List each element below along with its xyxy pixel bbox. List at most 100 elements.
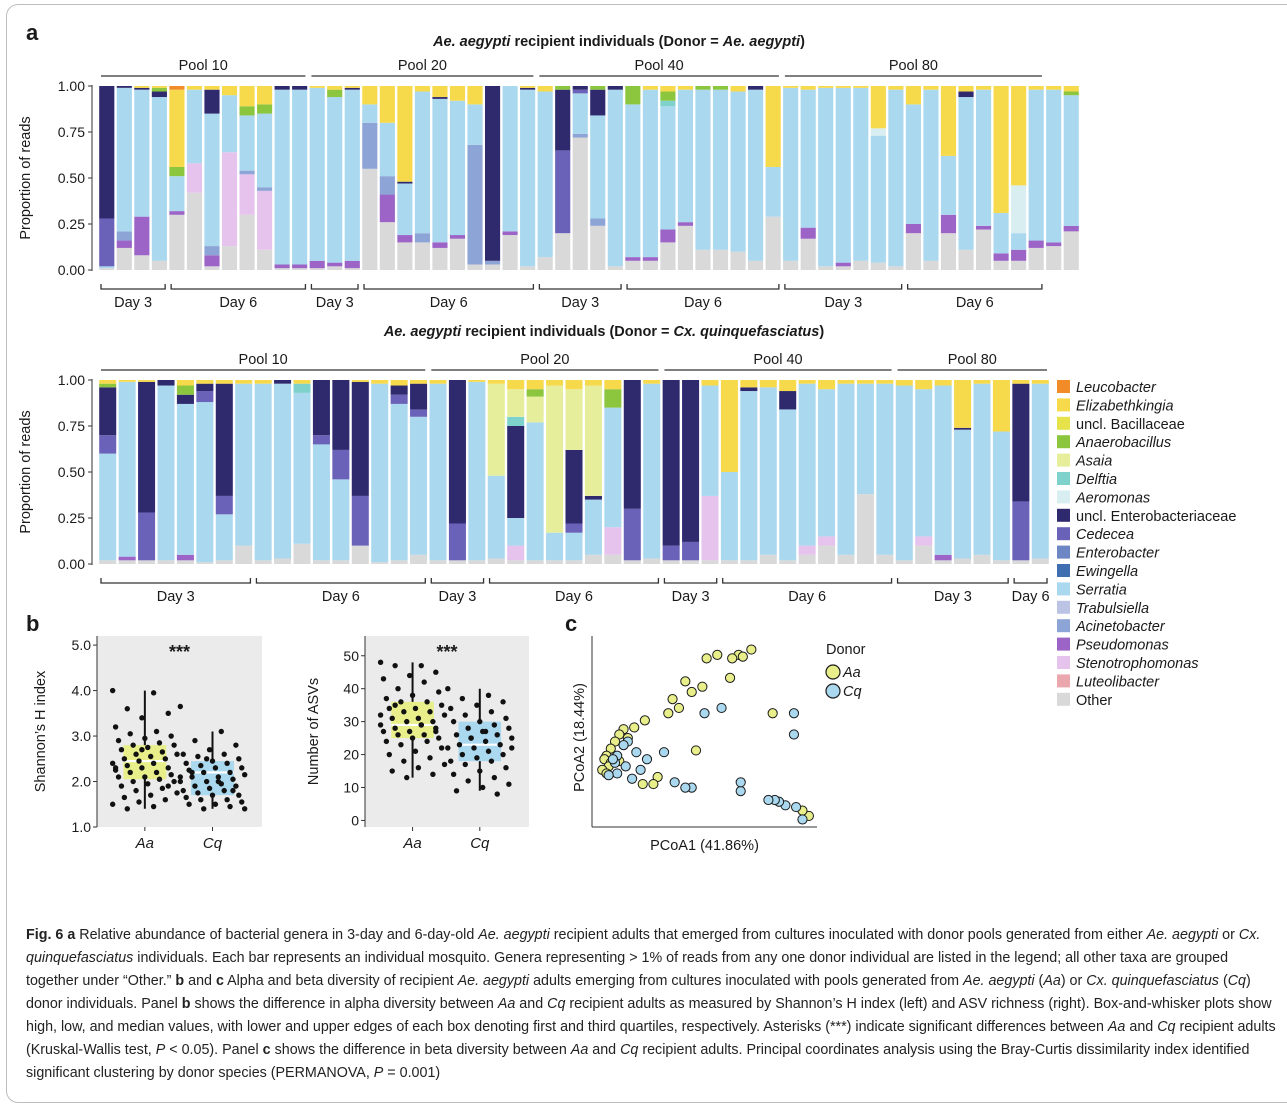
bar-segment (432, 97, 448, 99)
data-point (509, 735, 515, 741)
y-tick-label: 1.0 (72, 819, 92, 835)
data-point (485, 692, 492, 698)
caption-segment: Cx. quinquefasciatus (1086, 973, 1219, 989)
data-point (404, 774, 410, 781)
bar-segment (414, 91, 430, 234)
bar-segment (1063, 91, 1079, 96)
bar (835, 86, 851, 270)
data-point (180, 787, 186, 794)
bar-segment (362, 104, 378, 123)
bar-segment (448, 560, 466, 564)
bar-segment (905, 224, 921, 234)
bar-segment (1028, 86, 1044, 90)
bar-segment (992, 560, 1010, 564)
y-tick-label: 10 (343, 779, 359, 795)
bar-segment (239, 170, 255, 175)
bar-segment (856, 383, 874, 495)
bar-segment (410, 416, 428, 555)
data-point (459, 751, 466, 758)
bar-segment (204, 266, 220, 270)
bar (410, 380, 428, 564)
bar-segment (507, 545, 525, 561)
data-point (445, 745, 451, 751)
data-point (177, 703, 184, 710)
bar-segment (410, 554, 428, 564)
bar-segment (701, 495, 719, 561)
bar-segment (397, 235, 413, 243)
y-tick-label: 40 (343, 681, 359, 697)
bar (895, 380, 913, 564)
bar-segment (643, 383, 661, 559)
bar-segment (484, 264, 501, 270)
bar-segment (607, 266, 623, 270)
bar (565, 380, 583, 564)
bar-segment (546, 532, 564, 561)
legend-label: Aeromonas (1075, 490, 1150, 506)
data-point (174, 790, 180, 796)
scatter-point (637, 778, 648, 790)
bar (662, 380, 680, 564)
data-point (145, 781, 151, 787)
bar-segment (992, 380, 1010, 432)
data-point (392, 702, 398, 708)
bar (720, 380, 738, 564)
legend-label: Pseudomonas (1076, 638, 1169, 654)
bar-segment (748, 260, 764, 270)
bar-segment (546, 380, 564, 386)
caption-segment: Fig. 6 (26, 927, 64, 943)
bar-segment (759, 554, 777, 564)
day-bracket (255, 578, 426, 584)
legend-swatch (1057, 398, 1070, 412)
bar-segment (215, 514, 233, 561)
bar-segment (429, 380, 447, 384)
bar-segment (410, 409, 428, 417)
bar-segment (151, 91, 167, 98)
scatter-point (788, 729, 800, 740)
bar-segment (157, 380, 175, 386)
bar-segment (204, 113, 220, 247)
bar-segment (507, 518, 525, 546)
day-label: Day 6 (788, 589, 826, 605)
data-point (424, 738, 430, 745)
bar-segment (344, 260, 360, 269)
bar-segment (221, 246, 238, 270)
bar-segment (590, 218, 606, 226)
pool-label: Pool 10 (239, 352, 288, 368)
scatter-point (663, 708, 674, 719)
bar-segment (1012, 380, 1030, 384)
caption-segment: b (181, 996, 191, 1012)
legend-swatch (1057, 416, 1070, 430)
bar (429, 380, 447, 564)
bar-segment (362, 86, 378, 105)
bar (502, 86, 518, 270)
data-point (177, 774, 184, 780)
data-point (139, 746, 145, 753)
day-label: Day 6 (322, 589, 360, 605)
bar-segment (138, 512, 156, 561)
data-point (156, 776, 163, 782)
bar-segment (604, 554, 622, 564)
bar (507, 380, 525, 564)
data-point (198, 762, 204, 769)
legend-label: uncl. Enterobacteriaceae (1076, 509, 1236, 525)
data-point (127, 769, 133, 776)
x-tick-label: Aa (402, 835, 421, 852)
scatter-point (620, 761, 631, 772)
bar-segment (332, 560, 350, 564)
caption-segment: adults emerging from cultures inoculated… (529, 973, 964, 989)
bar (876, 380, 894, 564)
bar (1028, 86, 1044, 270)
bar (312, 380, 330, 564)
bar (118, 380, 136, 564)
bar-segment (332, 449, 350, 480)
bar (695, 86, 711, 270)
bar (682, 380, 700, 564)
bar-segment (923, 86, 939, 90)
bar-segment (414, 233, 430, 243)
day-label: Day 3 (438, 589, 476, 605)
bar-segment (467, 264, 483, 270)
bar-segment (905, 86, 921, 105)
bar-segment (293, 380, 311, 384)
data-point (189, 769, 195, 776)
caption-segment: shows the difference in alpha diversity … (190, 996, 498, 1012)
